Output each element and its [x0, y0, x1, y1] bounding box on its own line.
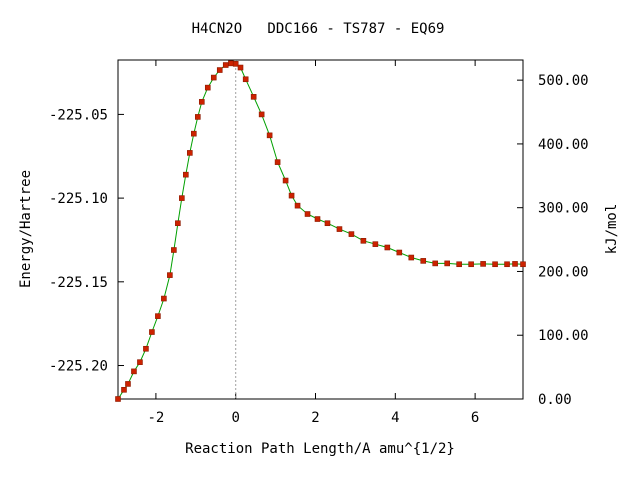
y-tick-label: -225.05 — [49, 107, 108, 123]
data-point — [187, 150, 193, 156]
y2-tick-label: 200.00 — [538, 264, 589, 280]
data-point — [167, 272, 173, 278]
data-point — [250, 94, 257, 100]
data-point — [125, 381, 131, 387]
y-tick-label: -225.15 — [49, 275, 108, 291]
data-point — [131, 368, 137, 375]
data-point — [348, 231, 355, 237]
y2-tick-label: 100.00 — [538, 328, 589, 344]
data-point — [512, 261, 518, 267]
data-point — [420, 258, 427, 264]
data-point — [324, 220, 331, 227]
data-point — [143, 345, 149, 352]
data-point — [360, 238, 367, 244]
data-point — [228, 60, 234, 67]
data-point — [175, 220, 181, 227]
data-point — [384, 244, 391, 251]
data-point — [492, 261, 498, 268]
data-point — [198, 99, 205, 105]
y-tick-label: -225.10 — [49, 191, 108, 207]
data-point — [480, 261, 486, 267]
data-point — [179, 195, 185, 201]
x-tick-label: -2 — [147, 410, 164, 426]
data-point — [336, 226, 343, 232]
data-point — [294, 202, 301, 209]
data-point — [195, 114, 201, 120]
data-point — [468, 261, 474, 268]
y2-tick-label: 500.00 — [538, 73, 589, 89]
data-point — [274, 159, 281, 165]
data-point — [204, 84, 211, 91]
x-axis-label: Reaction Path Length/A amu^{1/2} — [185, 441, 455, 457]
plot-area: -2 0 2 4 6 -225.05 -225.10 -225.15 -225.20 500.00… — [49, 59, 589, 426]
data-point — [304, 211, 311, 217]
y2-tick-label: 400.00 — [538, 137, 589, 153]
x-tick-label: 6 — [471, 410, 479, 426]
plot-frame — [117, 59, 524, 400]
x-tick-label: 2 — [311, 410, 319, 426]
y2-tick-label: 300.00 — [538, 201, 589, 217]
data-point — [191, 130, 197, 137]
data-point — [155, 313, 161, 319]
data-point — [161, 295, 167, 302]
data-point — [288, 192, 295, 199]
data-point — [171, 247, 177, 253]
energy-curve — [117, 62, 524, 400]
data-point — [183, 171, 189, 178]
data-point — [115, 396, 121, 402]
data-point — [137, 359, 143, 365]
data-point — [444, 260, 450, 267]
x-tick-label: 4 — [391, 410, 399, 426]
data-point — [396, 249, 403, 256]
data-point — [282, 177, 289, 184]
y2-tick-label: 0.00 — [538, 392, 572, 408]
y-tick-label: -225.20 — [49, 359, 108, 375]
data-point — [210, 74, 217, 81]
data-point — [504, 261, 510, 268]
x-tick-label: 0 — [231, 410, 239, 426]
data-point — [372, 241, 379, 247]
data-point — [121, 386, 127, 393]
data-point — [520, 261, 526, 268]
data-point — [222, 62, 229, 68]
y-axis-label: Energy/Hartree — [18, 170, 34, 288]
data-point — [314, 216, 321, 222]
data-point — [232, 61, 239, 67]
data-point — [149, 329, 155, 335]
data-point — [408, 254, 415, 261]
data-point — [237, 64, 244, 71]
y2-axis-label: kJ/mol — [604, 204, 620, 255]
chart-title: H4CN2O DDC166 - TS787 - EQ69 — [192, 21, 445, 37]
data-point — [242, 76, 249, 83]
data-point — [456, 261, 462, 268]
data-point — [266, 132, 273, 139]
data-point — [432, 260, 439, 267]
data-point — [216, 67, 223, 73]
data-point — [258, 111, 265, 118]
